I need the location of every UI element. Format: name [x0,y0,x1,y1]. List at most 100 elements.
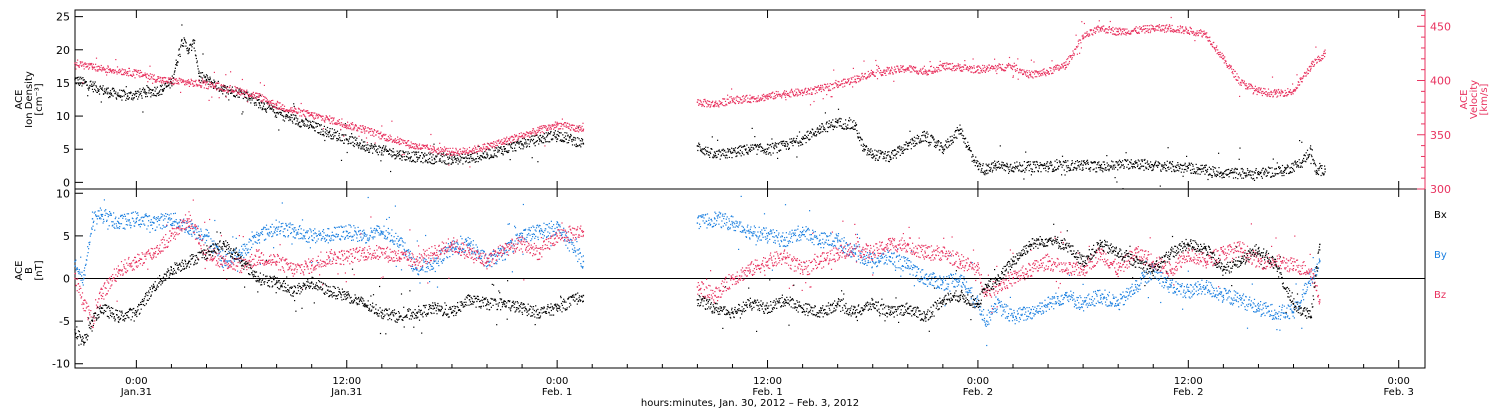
data-point [705,150,707,152]
data-point [790,96,792,98]
data-point [827,90,830,92]
data-point [188,47,190,50]
data-point [1037,71,1039,73]
data-point [960,132,962,134]
data-point [1106,28,1108,30]
data-point [500,140,502,142]
data-point [195,83,197,85]
data-point [1283,174,1285,177]
data-point [822,131,824,133]
data-point [411,151,413,154]
data-point [146,73,148,75]
data-point [254,102,256,104]
data-point [1174,171,1176,173]
data-point [173,78,176,80]
data-point [1090,167,1092,169]
data-point [364,132,366,134]
data-point [942,64,944,67]
data-point [138,91,140,93]
data-point [328,136,330,138]
data-point [855,81,857,83]
data-point [356,137,358,139]
data-point [450,163,453,165]
data-point [920,141,922,144]
data-point [331,121,333,123]
data-point [555,136,557,138]
data-point [729,96,731,98]
data-point [714,102,716,104]
data-point [1045,165,1047,167]
data-point [951,68,953,70]
data-point [315,122,317,124]
data-point [990,67,992,69]
data-point [77,79,79,81]
data-point [951,139,954,141]
data-point [812,88,814,90]
data-point [901,65,904,67]
data-point [195,79,197,81]
data-point [286,115,288,117]
data-point [499,142,501,144]
data-point [1023,161,1025,163]
data-point [1317,168,1319,170]
data-point [800,144,802,146]
data-point [1075,161,1077,163]
data-point [509,159,511,161]
data-point [462,151,464,153]
data-point [356,128,358,130]
data-point [575,137,577,139]
data-point [574,139,576,141]
data-point [381,125,383,127]
data-point [1107,165,1109,167]
data-point [1202,168,1204,170]
data-point [505,141,507,143]
data-point [371,130,373,132]
data-point [888,73,890,75]
data-point [422,147,424,149]
data-point [952,65,954,68]
data-point [302,124,304,126]
data-point [1162,166,1164,168]
data-point [131,97,133,99]
data-point [1220,171,1222,173]
data-point [743,100,745,102]
data-point [495,144,497,146]
data-point [379,132,382,135]
data-point [962,135,965,137]
data-point [429,154,431,156]
data-point [178,49,180,51]
data-point [112,87,114,89]
data-point [237,87,239,90]
data-point [338,133,340,135]
data-point [795,91,798,93]
data-point [413,147,415,149]
data-point [530,131,532,133]
data-point [1086,34,1089,36]
data-point [1094,27,1096,29]
data-point [1157,166,1159,168]
data-point [403,142,405,144]
data-point [290,109,292,111]
data-point [471,160,473,162]
data-point [473,152,475,154]
data-point [1164,162,1166,164]
data-point [491,142,493,144]
data-point [132,71,134,73]
data-point [901,70,903,73]
data-point [794,90,796,92]
data-point [1140,166,1142,168]
data-point [134,70,137,72]
data-point [572,124,574,126]
data-point [786,145,788,147]
data-point [123,89,125,91]
data-point [978,168,980,170]
data-point [1025,169,1027,171]
data-point [270,108,272,110]
data-point [1235,177,1237,179]
data-point [1029,163,1032,165]
data-point [206,81,208,83]
data-point [159,85,162,87]
data-point [801,89,803,91]
data-point [1169,161,1171,163]
data-point [1056,68,1058,70]
